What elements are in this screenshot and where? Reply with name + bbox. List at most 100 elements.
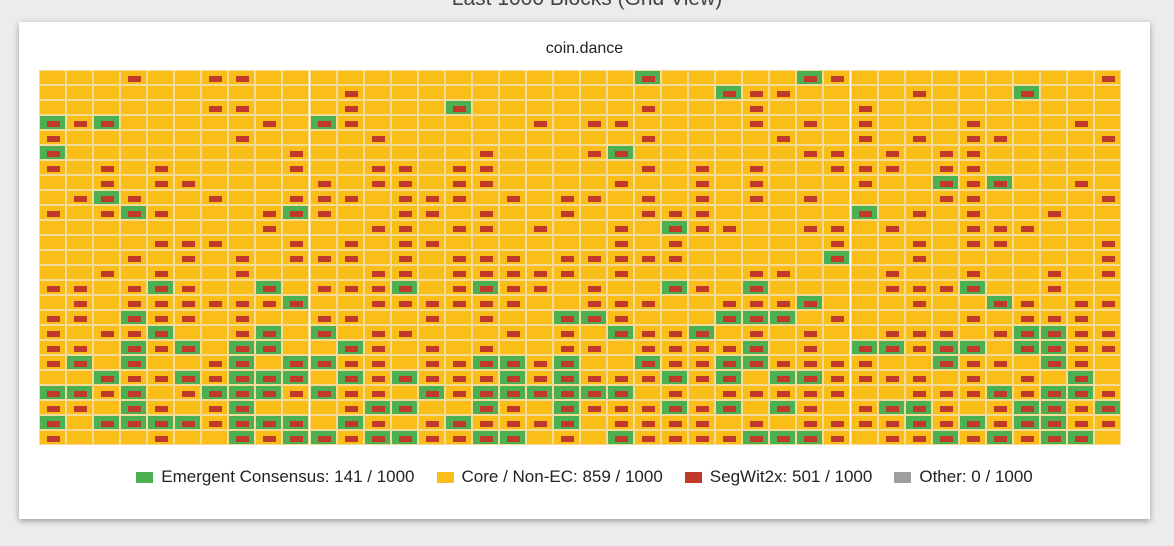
block-cell-emergent-consensus[interactable] — [607, 145, 635, 160]
block-cell-core[interactable] — [255, 190, 283, 205]
block-cell-core[interactable] — [525, 355, 553, 370]
block-cell-emergent-consensus[interactable] — [174, 340, 202, 355]
block-cell-core[interactable] — [661, 385, 689, 400]
block-cell-core[interactable] — [1012, 190, 1040, 205]
block-cell-core[interactable] — [958, 100, 986, 115]
block-cell-core[interactable] — [715, 205, 743, 220]
block-cell-emergent-consensus[interactable] — [769, 400, 797, 415]
block-cell-emergent-consensus[interactable] — [796, 295, 824, 310]
block-cell-core[interactable] — [66, 175, 94, 190]
block-cell-core[interactable] — [66, 160, 94, 175]
block-cell-core[interactable] — [580, 355, 608, 370]
block-cell-core[interactable] — [93, 355, 121, 370]
block-cell-core[interactable] — [634, 295, 662, 310]
block-cell-core[interactable] — [228, 295, 256, 310]
block-cell-emergent-consensus[interactable] — [552, 385, 580, 400]
block-cell-core[interactable] — [769, 235, 797, 250]
block-cell-core[interactable] — [877, 85, 905, 100]
block-cell-emergent-consensus[interactable] — [336, 340, 364, 355]
block-cell-emergent-consensus[interactable] — [120, 340, 148, 355]
block-cell-core[interactable] — [634, 430, 662, 445]
block-cell-core[interactable] — [607, 220, 635, 235]
block-cell-core[interactable] — [66, 280, 94, 295]
block-cell-core[interactable] — [525, 430, 553, 445]
block-cell-core[interactable] — [607, 310, 635, 325]
block-cell-core[interactable] — [309, 145, 337, 160]
block-cell-core[interactable] — [958, 220, 986, 235]
block-cell-core[interactable] — [796, 415, 824, 430]
block-cell-core[interactable] — [769, 325, 797, 340]
block-cell-core[interactable] — [769, 115, 797, 130]
block-cell-core[interactable] — [769, 250, 797, 265]
block-cell-emergent-consensus[interactable] — [66, 355, 94, 370]
block-cell-emergent-consensus[interactable] — [363, 400, 391, 415]
block-cell-core[interactable] — [255, 295, 283, 310]
block-cell-core[interactable] — [201, 175, 229, 190]
block-cell-core[interactable] — [390, 265, 418, 280]
block-cell-core[interactable] — [904, 295, 932, 310]
block-cell-core[interactable] — [580, 250, 608, 265]
block-cell-core[interactable] — [282, 310, 310, 325]
block-cell-emergent-consensus[interactable] — [552, 370, 580, 385]
block-cell-core[interactable] — [228, 100, 256, 115]
block-cell-core[interactable] — [877, 70, 905, 85]
block-cell-emergent-consensus[interactable] — [201, 385, 229, 400]
block-cell-core[interactable] — [498, 220, 526, 235]
block-cell-core[interactable] — [444, 115, 472, 130]
block-cell-core[interactable] — [1093, 205, 1121, 220]
block-cell-core[interactable] — [255, 430, 283, 445]
block-cell-core[interactable] — [931, 115, 959, 130]
block-cell-core[interactable] — [823, 280, 851, 295]
block-cell-core[interactable] — [931, 235, 959, 250]
block-cell-core[interactable] — [255, 205, 283, 220]
block-cell-core[interactable] — [742, 415, 770, 430]
block-cell-core[interactable] — [661, 430, 689, 445]
block-cell-core[interactable] — [336, 235, 364, 250]
block-cell-core[interactable] — [607, 295, 635, 310]
block-cell-core[interactable] — [255, 100, 283, 115]
block-cell-core[interactable] — [525, 175, 553, 190]
block-cell-core[interactable] — [444, 205, 472, 220]
block-cell-core[interactable] — [525, 85, 553, 100]
block-cell-core[interactable] — [661, 250, 689, 265]
block-cell-core[interactable] — [688, 250, 716, 265]
block-cell-core[interactable] — [850, 130, 878, 145]
block-cell-emergent-consensus[interactable] — [39, 115, 67, 130]
block-cell-emergent-consensus[interactable] — [255, 325, 283, 340]
block-cell-core[interactable] — [931, 145, 959, 160]
block-cell-emergent-consensus[interactable] — [1039, 430, 1067, 445]
block-cell-core[interactable] — [904, 100, 932, 115]
block-cell-emergent-consensus[interactable] — [498, 355, 526, 370]
block-cell-core[interactable] — [931, 85, 959, 100]
block-cell-core[interactable] — [390, 310, 418, 325]
block-cell-core[interactable] — [742, 175, 770, 190]
block-cell-emergent-consensus[interactable] — [228, 340, 256, 355]
block-cell-core[interactable] — [688, 355, 716, 370]
block-cell-core[interactable] — [363, 160, 391, 175]
block-cell-core[interactable] — [580, 145, 608, 160]
block-cell-core[interactable] — [904, 85, 932, 100]
block-cell-core[interactable] — [93, 295, 121, 310]
block-cell-core[interactable] — [1066, 160, 1094, 175]
block-cell-core[interactable] — [715, 325, 743, 340]
block-cell-core[interactable] — [363, 190, 391, 205]
block-cell-core[interactable] — [877, 190, 905, 205]
block-cell-core[interactable] — [904, 250, 932, 265]
block-cell-core[interactable] — [93, 400, 121, 415]
block-cell-core[interactable] — [715, 265, 743, 280]
block-cell-core[interactable] — [39, 355, 67, 370]
block-cell-core[interactable] — [634, 250, 662, 265]
block-cell-core[interactable] — [1093, 355, 1121, 370]
block-cell-core[interactable] — [201, 220, 229, 235]
block-cell-core[interactable] — [471, 160, 499, 175]
block-cell-core[interactable] — [985, 280, 1013, 295]
block-cell-emergent-consensus[interactable] — [931, 340, 959, 355]
block-cell-core[interactable] — [580, 70, 608, 85]
block-cell-core[interactable] — [1093, 160, 1121, 175]
block-cell-core[interactable] — [552, 220, 580, 235]
block-cell-emergent-consensus[interactable] — [120, 415, 148, 430]
block-cell-core[interactable] — [688, 340, 716, 355]
block-cell-core[interactable] — [201, 160, 229, 175]
block-cell-core[interactable] — [336, 205, 364, 220]
block-cell-core[interactable] — [634, 385, 662, 400]
